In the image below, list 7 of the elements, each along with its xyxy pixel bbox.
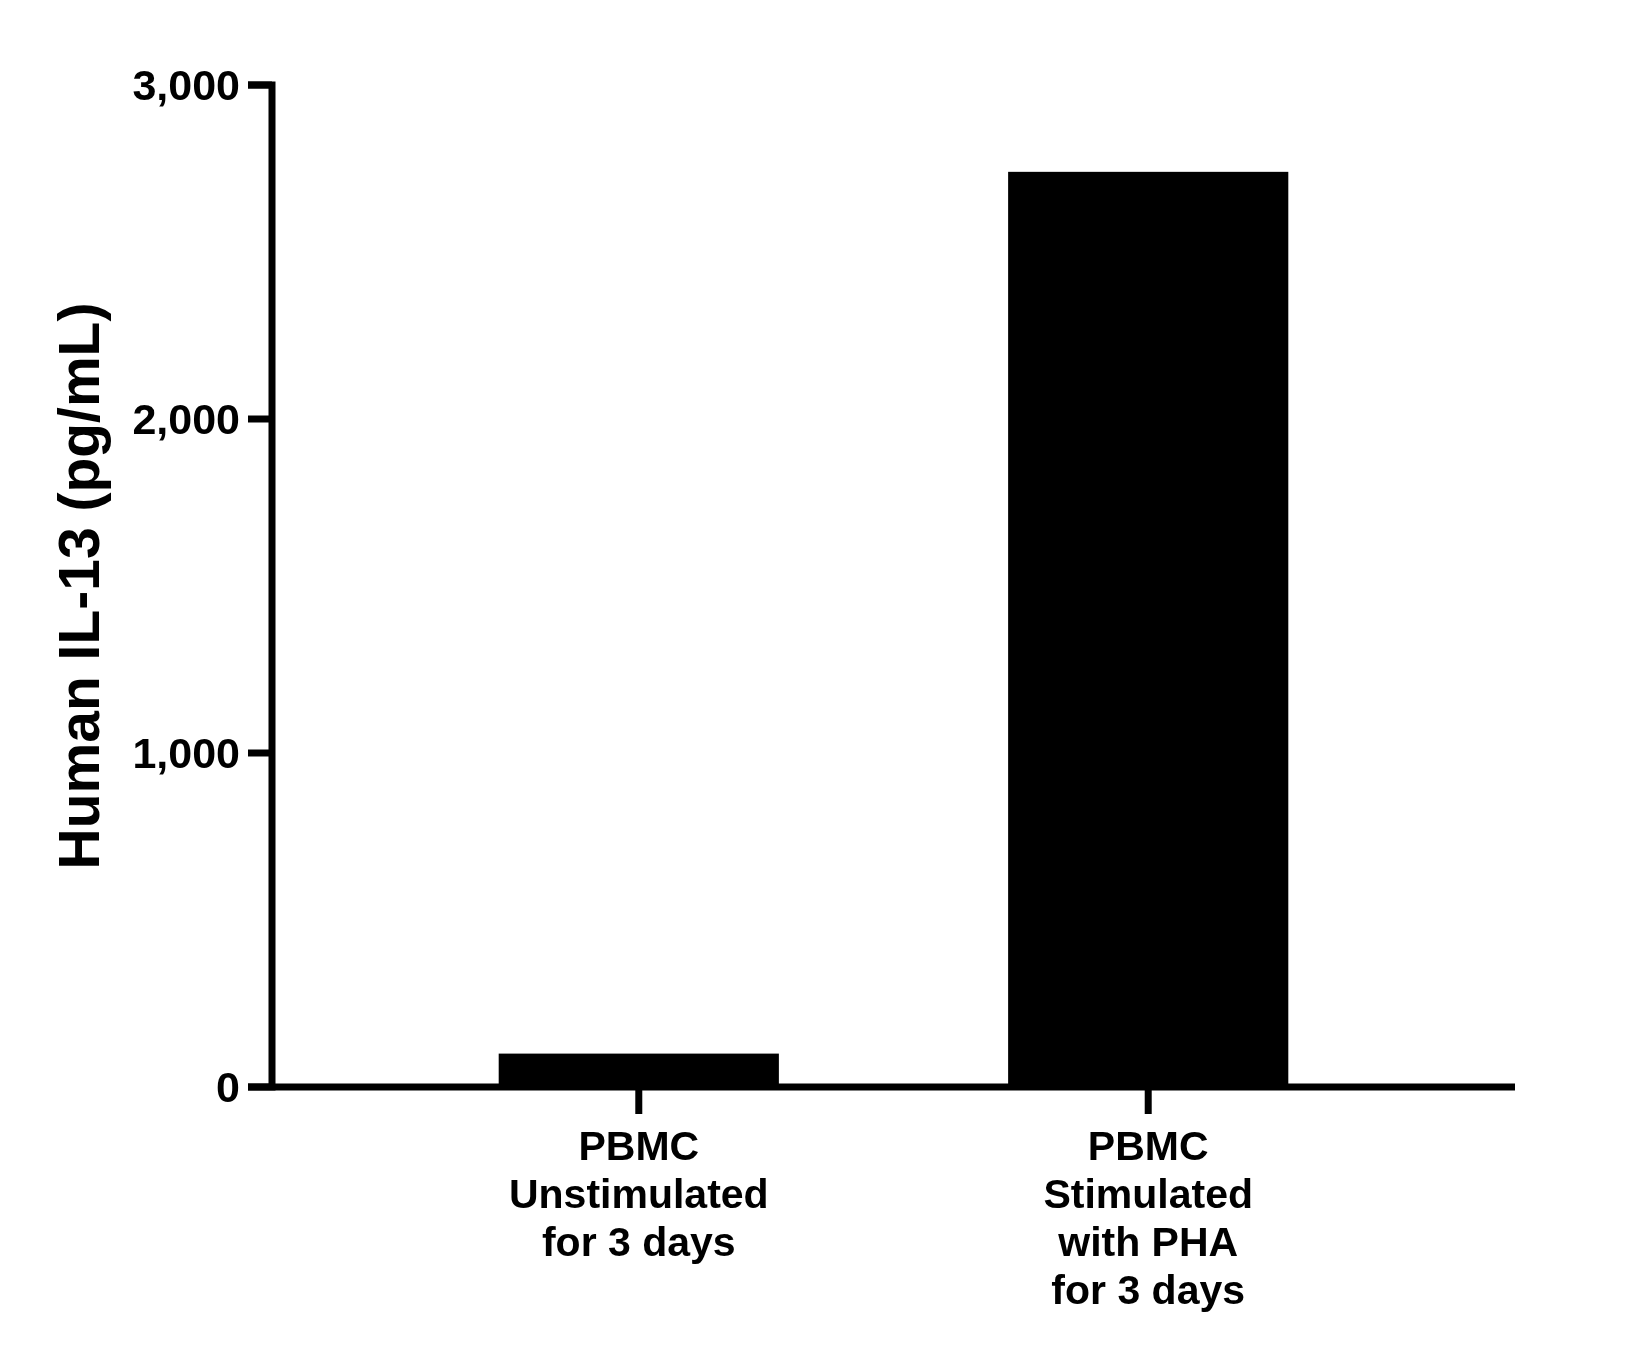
y-axis-title: Human IL-13 (pg/mL) <box>47 302 111 870</box>
x-tick-label: PBMC Unstimulated for 3 days <box>508 1123 769 1265</box>
y-tick-label: 3,000 <box>132 61 240 110</box>
x-tick-label: PBMC Stimulated with PHA for 3 days <box>1043 1123 1254 1313</box>
y-tick-label: 1,000 <box>132 729 240 778</box>
y-tick-label: 2,000 <box>132 395 240 444</box>
y-tick-label: 0 <box>216 1063 240 1112</box>
